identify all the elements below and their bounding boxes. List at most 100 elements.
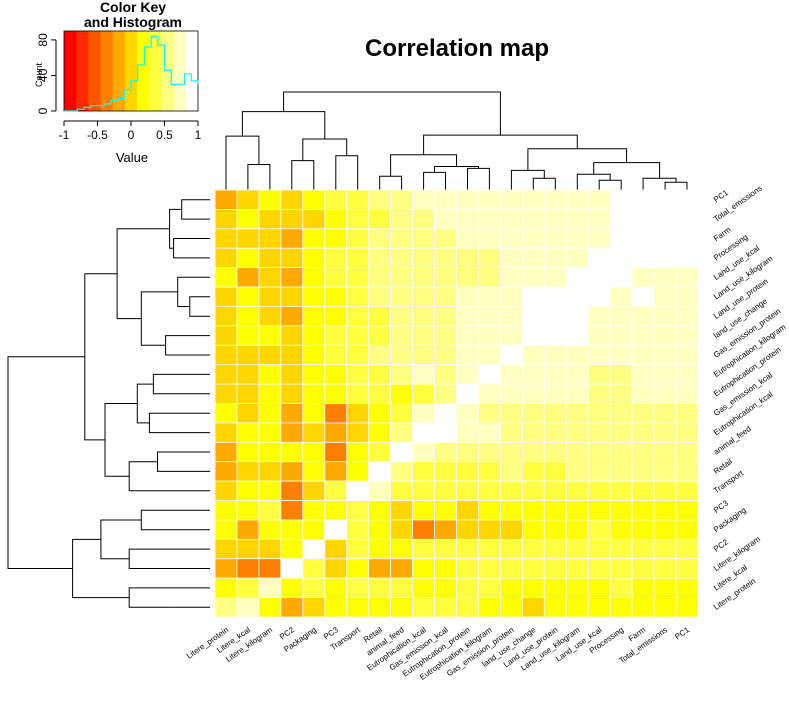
heatmap-cell — [609, 480, 633, 501]
heatmap-cell — [258, 306, 282, 327]
heatmap-cell — [478, 344, 501, 366]
heatmap-cell — [500, 422, 523, 443]
heatmap-cell — [543, 422, 567, 443]
heatmap-cell — [500, 558, 523, 579]
heatmap-cell — [500, 441, 523, 463]
heatmap-cell — [434, 538, 457, 560]
heatmap-cell — [565, 344, 589, 366]
heatmap-cell — [390, 597, 413, 618]
dendrogram-branch — [247, 164, 271, 190]
heatmap-cell — [565, 209, 589, 230]
heatmap-cell — [302, 577, 326, 598]
heatmap-cell — [609, 344, 633, 366]
dendrogram-branch — [225, 135, 260, 190]
heatmap-cell — [368, 189, 392, 210]
dendrogram-branch — [173, 238, 210, 259]
heatmap-cell — [675, 577, 699, 598]
heatmap-cell — [456, 519, 479, 540]
heatmap-cell — [675, 228, 699, 249]
dendrogram-branch — [593, 162, 661, 179]
heatmap-cell — [675, 519, 699, 540]
heatmap-cell — [368, 228, 392, 249]
heatmap-cell — [236, 209, 260, 230]
heatmap-cell — [236, 441, 260, 463]
color-key-swatch — [88, 31, 101, 111]
heatmap-cell — [368, 209, 392, 230]
dendrogram-branch — [598, 179, 622, 190]
heatmap-cell — [368, 364, 392, 385]
heatmap-cell — [368, 538, 392, 560]
heatmap-cell — [631, 209, 655, 230]
heatmap-cell — [390, 267, 413, 288]
heatmap-cell — [258, 247, 282, 269]
heatmap-cell — [390, 558, 413, 579]
heatmap-cell — [302, 558, 326, 579]
heatmap-cell — [456, 189, 479, 210]
heatmap-cell — [675, 306, 699, 327]
color-key-ylabel: Count — [34, 63, 44, 88]
heatmap-cell — [390, 209, 413, 230]
heatmap-cell — [631, 422, 655, 443]
heatmap-cell — [390, 441, 413, 463]
heatmap-cell — [258, 461, 282, 482]
heatmap-cell — [675, 403, 699, 424]
heatmap-cell — [587, 286, 611, 307]
heatmap-cell — [258, 286, 282, 307]
heatmap-cell — [214, 286, 238, 307]
dendrogram-branch — [136, 383, 154, 424]
heatmap-cell — [368, 267, 392, 288]
heatmap-cell — [324, 500, 348, 521]
heatmap-cell — [543, 403, 567, 424]
heatmap-cell — [587, 480, 611, 501]
heatmap-cell — [456, 228, 479, 249]
heatmap-cell — [390, 403, 413, 424]
heatmap-cell — [434, 441, 457, 463]
heatmap-cell — [368, 286, 392, 307]
heatmap-cell — [631, 577, 655, 598]
heatmap-cell — [280, 577, 304, 598]
heatmap-cell — [236, 519, 260, 540]
heatmap-cell — [236, 344, 260, 366]
heatmap-cell — [258, 325, 282, 346]
color-key-axes: -1 -0.5 0 0.5 1 0 40 80 — [36, 33, 202, 142]
heatmap-cell — [587, 247, 611, 269]
heatmap-cell — [521, 500, 545, 521]
dendrogram-branch — [642, 177, 677, 190]
color-key-y-tick-label: 40 — [36, 68, 50, 82]
heatmap-cell — [609, 325, 633, 346]
heatmap-cell — [478, 577, 501, 598]
color-key-x-tick-label: 0 — [128, 128, 135, 142]
heatmap-cell — [302, 461, 326, 482]
heatmap-cell — [500, 267, 523, 288]
heatmap-cell — [565, 597, 589, 618]
row-dendrogram — [7, 199, 210, 608]
heatmap-cell — [280, 364, 304, 385]
heatmap-cell — [302, 500, 326, 521]
heatmap-cell — [368, 597, 392, 618]
heatmap-cell — [280, 325, 304, 346]
dendrogram-branch — [664, 181, 688, 190]
heatmap-cell — [236, 558, 260, 579]
heatmap-cell — [478, 422, 501, 443]
heatmap-cell — [609, 209, 633, 230]
heatmap-cell — [456, 247, 479, 269]
heatmap-cell — [434, 364, 457, 385]
heatmap-cell — [434, 461, 457, 482]
heatmap-cell — [631, 325, 655, 346]
heatmap-cell — [631, 538, 655, 560]
heatmap-cell — [390, 500, 413, 521]
heatmap-cell — [456, 325, 479, 346]
heatmap-cell — [412, 209, 435, 230]
heatmap-cell — [434, 403, 457, 424]
heatmap-cell — [236, 577, 260, 598]
dendrogram-branch — [128, 461, 210, 492]
heatmap-cell — [587, 597, 611, 618]
heatmap-cell — [214, 209, 238, 230]
heatmap-cell — [368, 247, 392, 269]
heatmap-cell — [609, 267, 633, 288]
heatmap-cell — [456, 306, 479, 327]
row-label: Retail — [712, 457, 734, 476]
heatmap-cell — [478, 209, 501, 230]
heatmap-cell — [412, 267, 435, 288]
